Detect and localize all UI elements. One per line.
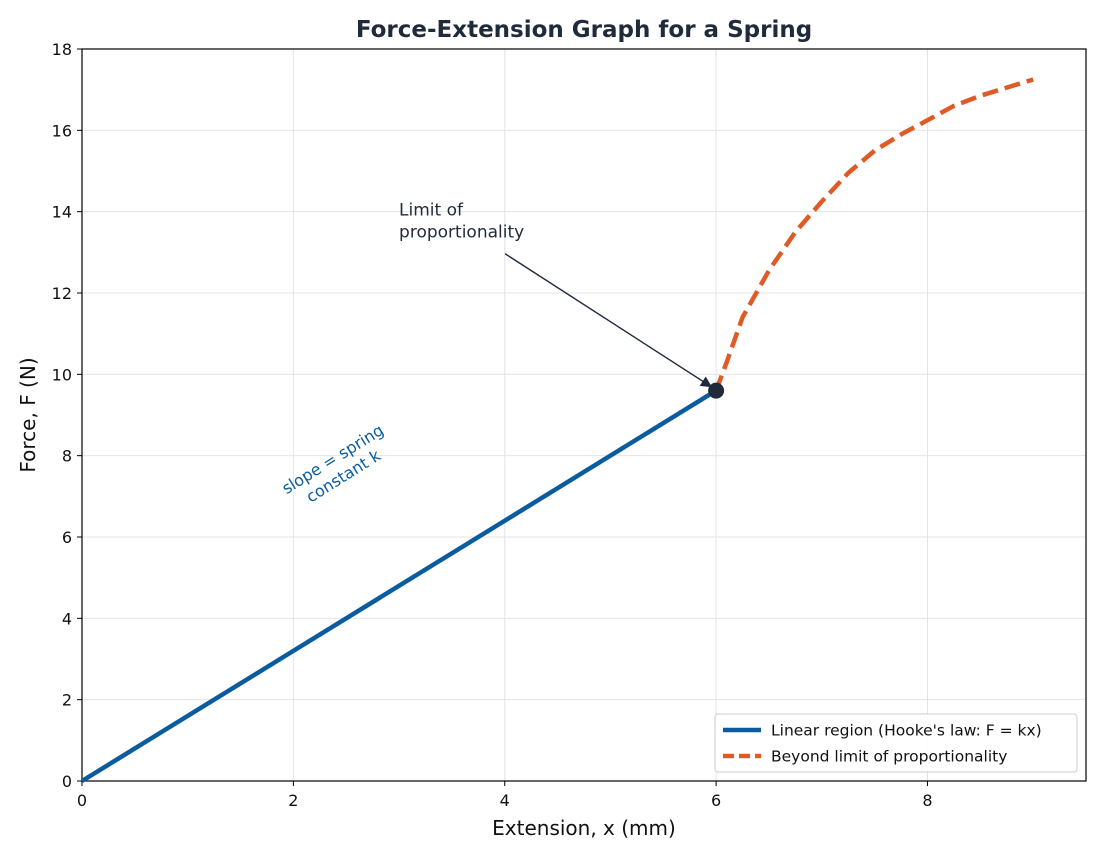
legend-box xyxy=(714,713,1078,773)
grid xyxy=(81,48,1086,782)
y-tick-label: 14 xyxy=(52,203,72,222)
y-tick-label: 8 xyxy=(62,447,72,466)
y-axis-label: Force, F (N) xyxy=(16,357,40,472)
annotation-line: proportionality xyxy=(399,223,524,243)
x-tick-label: 8 xyxy=(922,791,932,810)
x-tick-label: 2 xyxy=(288,791,298,810)
y-tick-label: 4 xyxy=(62,609,72,628)
x-axis-label: Extension, x (mm) xyxy=(492,816,676,840)
axis-ticks: 0 2 4 6 8 0 2 4 6 8 10 12 14 16 18 xyxy=(52,40,933,810)
plot-area-frame xyxy=(81,48,1087,782)
limit-of-proportionality-label: Limit of proportionality xyxy=(399,201,524,243)
slope-annotation: slope = springconstant k xyxy=(279,420,398,515)
legend-label: Beyond limit of proportionality xyxy=(771,748,1007,766)
y-tick-label: 10 xyxy=(52,365,72,384)
y-tick-label: 12 xyxy=(52,284,72,303)
annotations: Limit of proportionality slope = springcon… xyxy=(279,201,713,515)
y-tick-label: 0 xyxy=(62,772,72,791)
y-tick-label: 6 xyxy=(62,528,72,547)
x-tick-label: 0 xyxy=(77,791,87,810)
annotation-arrow xyxy=(504,253,713,388)
x-tick-label: 6 xyxy=(711,791,721,810)
beyond-limit-curve xyxy=(713,77,1034,392)
y-tick-label: 2 xyxy=(62,691,72,710)
legend: Linear region (Hooke's law: F = kx) Beyon… xyxy=(714,713,1078,773)
x-tick-label: 4 xyxy=(500,791,510,810)
chart-title: Force-Extension Graph for a Spring xyxy=(356,17,812,43)
y-tick-label: 18 xyxy=(52,40,72,59)
legend-label: Linear region (Hooke's law: F = kx) xyxy=(771,722,1042,740)
limit-of-proportionality-point xyxy=(708,382,725,399)
y-tick-label: 16 xyxy=(52,121,72,140)
series-layer xyxy=(80,77,1034,783)
linear-region-line xyxy=(80,388,718,783)
annotation-line: Limit of xyxy=(399,201,464,221)
